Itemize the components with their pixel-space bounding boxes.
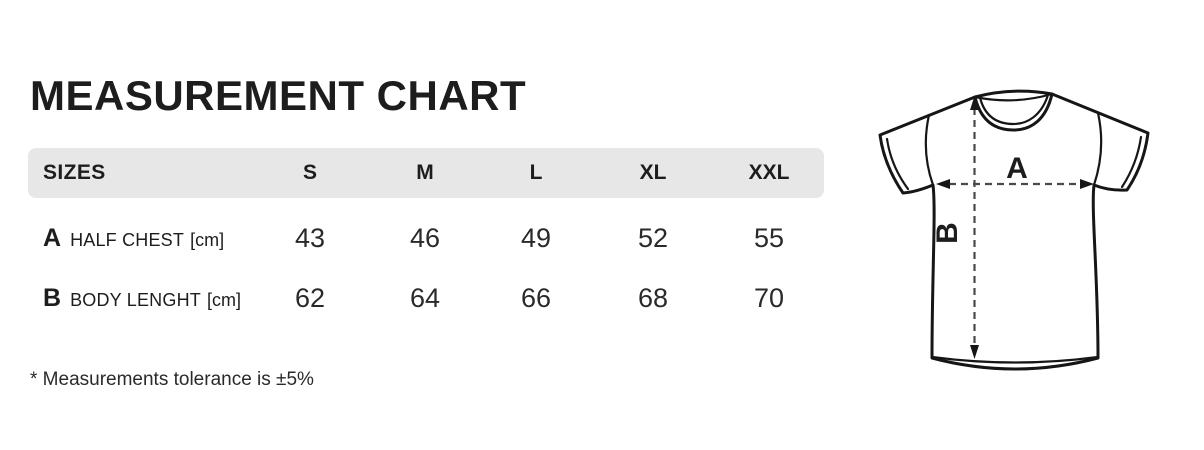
row-key-a: A <box>43 223 62 252</box>
half-chest-value-xl: 52 <box>637 222 669 253</box>
right-cuff-line <box>1120 135 1143 189</box>
tshirt-diagram: A B <box>878 89 1150 371</box>
body-length-value-xl: 68 <box>637 282 669 313</box>
table-row-half-chest: A HALF CHEST [cm] 43 46 49 52 55 <box>28 218 824 258</box>
collar-back-line <box>973 92 1054 102</box>
body-length-value-l: 66 <box>520 282 552 313</box>
left-armhole-seam <box>924 113 935 187</box>
header-sizes-label: SIZES <box>43 161 106 184</box>
half-chest-value-s: 43 <box>294 222 326 253</box>
header-col-xxl: XXL <box>748 161 790 184</box>
row-name-half-chest: HALF CHEST <box>70 229 185 250</box>
diagram-label-b: B <box>931 222 964 244</box>
left-cuff-line <box>885 137 910 191</box>
table-row-body-length: B BODY LENGHT [cm] 62 64 66 68 70 <box>28 278 824 318</box>
header-col-l: L <box>529 161 543 184</box>
body-length-value-m: 64 <box>409 282 441 313</box>
diagram-label-a: A <box>1006 152 1028 185</box>
half-chest-value-xxl: 55 <box>753 222 785 253</box>
header-col-s: S <box>302 161 317 184</box>
collar-outer-curve <box>973 92 1054 132</box>
body-length-value-s: 62 <box>294 282 326 313</box>
right-armhole-seam <box>1092 111 1103 187</box>
body-length-value-xxl: 70 <box>753 282 785 313</box>
chest-width-left-arrow <box>936 179 950 189</box>
row-label-body-length: B BODY LENGHT [cm] <box>28 284 250 313</box>
row-unit-cm: [cm] <box>190 229 225 250</box>
half-chest-value-m: 46 <box>409 222 441 253</box>
size-table: SIZES S M L XL XXL A HALF CHEST [cm] 43 … <box>28 148 824 318</box>
size-table-header-row: SIZES S M L XL XXL <box>28 148 824 198</box>
half-chest-value-l: 49 <box>520 222 552 253</box>
tshirt-silhouette <box>878 89 1150 371</box>
tolerance-footnote: * Measurements tolerance is ±5% <box>30 369 314 390</box>
body-length-top-arrow <box>970 96 979 110</box>
collar-inner-curve <box>979 95 1049 126</box>
row-unit-cm: [cm] <box>206 289 241 310</box>
chest-width-right-arrow <box>1080 179 1094 189</box>
header-col-m: M <box>416 161 434 184</box>
body-length-bottom-arrow <box>970 345 979 359</box>
header-col-xl: XL <box>639 161 667 184</box>
hem-inner-line <box>930 355 1100 364</box>
row-key-b: B <box>43 283 62 312</box>
row-label-half-chest: A HALF CHEST [cm] <box>28 224 250 253</box>
page-title: MEASUREMENT CHART <box>30 72 527 120</box>
row-name-body-length: BODY LENGHT <box>70 289 201 310</box>
